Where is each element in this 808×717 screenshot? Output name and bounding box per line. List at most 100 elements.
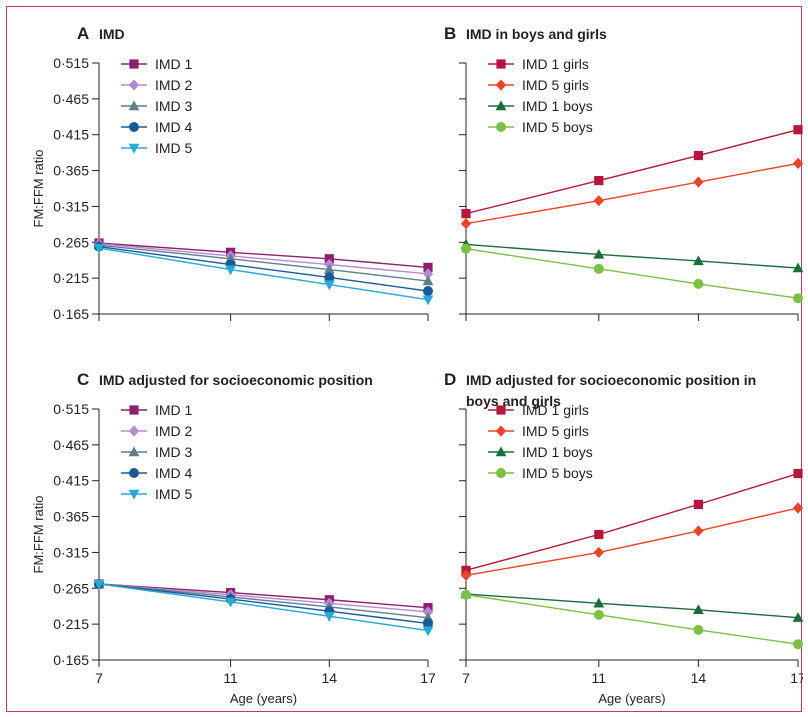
panel-b-imd-1-girls-point [461,209,471,219]
panel-d-x-tick-label: 11 [592,670,607,686]
panel-b-imd-1-girls-line [465,129,799,215]
panel-b-imd-5-girls-line [465,162,799,225]
panel-a-imd-1-line [98,242,429,269]
panel-c-y-tick-label: 0·165 [53,652,89,668]
panel-d-imd-1-girls-point [693,499,703,509]
panel-d-x-tick-label: 14 [691,670,707,686]
panel-a-y-tick-label: 0·415 [53,127,89,143]
panel-b-title: IMD in boys and girls [466,26,607,42]
panel-a-y-tick-label: 0·365 [53,163,89,179]
panel-a-imd-5-point [323,280,335,291]
panel-a-legend-imd-4-swatch-marker [129,122,139,132]
panel-b-imd-5-boys-point [461,243,471,254]
panel-d-x-tick-label: 17 [790,670,803,686]
panel-c-y-tick-label: 0·365 [53,509,89,525]
panel-d-imd-5-girls-point [593,546,604,559]
panel-b-imd-5-girls-point [792,157,803,169]
panel-c-imd-4-point [423,618,433,629]
panel-c-x-tick-label: 7 [95,670,103,686]
panel-c-imd-5-line [98,583,429,632]
panel-a-y-axis-title: FM:FFM ratio [31,150,46,228]
panel-b-imd-5-girls-point [460,218,472,230]
panel-d-imd-5-boys-point [793,639,803,650]
panel-a-y-tick-label: 0·315 [53,198,89,214]
panel-a-y-tick-label: 0·265 [53,234,89,250]
panel-c-x-tick-label: 11 [223,670,238,686]
panel-d-imd-1-girls-line [465,472,799,572]
panel-d-legend-imd-1-boys-label: IMD 1 boys [522,444,593,460]
panel-c-y-axis-title: FM:FFM ratio [31,496,46,574]
panel-d-title-line2: boys and girls [466,393,561,409]
panel-d-imd-5-girls-point [460,569,472,581]
panel-c-y-tick-label: 0·415 [53,473,89,489]
panel-b-letter: B [444,24,456,43]
panel-b-legend-imd-1-boys-swatch-marker [495,100,507,111]
panel-b-imd-1-boys-point [792,262,803,273]
panel-a-imd-3-point [422,275,434,286]
panel-c-imd-5-point [225,597,236,608]
panel-a-letter: A [77,24,89,43]
panel-d-legend-imd-5-girls-swatch-marker [495,425,507,437]
panel-a-imd-5-point [422,295,434,306]
panel-d-imd-1-boys-point [593,597,605,608]
panel-a-legend-imd-1-swatch-marker [129,59,139,69]
panel-d-legend-imd-5-boys-swatch-marker [496,468,506,478]
panel-a-imd-4-line [98,245,429,292]
panel-d-x-tick-label: 7 [462,670,470,686]
panel-c-x-tick-label: 17 [420,670,436,686]
panel-b-imd-5-boys-line [465,248,799,299]
panel-c-legend-imd-1-swatch-marker [129,405,139,415]
panel-a-imd-5-line [98,247,429,301]
panel-a-y-tick-label: 0·215 [53,270,89,286]
panel-b-legend-imd-5-boys-label: IMD 5 boys [522,119,593,135]
panel-b-legend-imd-1-boys-label: IMD 1 boys [522,98,593,114]
panel-a-imd-3-line [98,244,429,282]
panel-a-legend-imd-2-label: IMD 2 [155,77,193,93]
panel-c-imd-2-point [422,606,434,618]
panel-b-imd-5-boys-point [793,293,803,304]
panel-c-legend-imd-5-swatch-marker [128,489,140,500]
panel-a-imd-4-point [423,286,433,297]
panel-c-imd-1-line [98,583,429,609]
panel-a-legend-imd-3-swatch-marker [128,100,140,111]
panel-b-imd-5-boys-point [593,263,604,274]
panel-a-imd-5-point [225,265,236,276]
panel-c-imd-3-line [98,583,429,619]
panel-c-y-tick-label: 0·315 [53,544,89,560]
panel-a-imd-3-point [323,263,335,274]
panel-c-legend-imd-5-label: IMD 5 [155,486,193,502]
panel-c-imd-5-point [422,626,434,637]
panel-b-legend-imd-5-girls-label: IMD 5 girls [522,77,589,93]
panel-c-legend-imd-3-swatch-marker [128,446,140,457]
panel-d-imd-1-boys-point [693,604,704,614]
panel-b-imd-1-girls-point [693,150,703,161]
panel-b-imd-5-boys-point [693,278,704,289]
panel-c-imd-5-point [93,579,105,590]
panel-d-imd-5-boys-point [593,609,604,620]
panel-d-legend-imd-1-boys-swatch-marker [495,446,507,457]
panel-d-imd-5-boys-point [461,589,471,600]
panel-c-x-axis-title: Age (years) [230,691,297,706]
panel-a-y-tick-label: 0·465 [53,91,89,107]
panel-b-imd-1-girls-point [594,176,604,186]
panel-a-y-tick-label: 0·515 [53,55,89,71]
panel-a-legend-imd-2-swatch-marker [128,79,140,91]
figure-svg: A IMD 0·515 0·465 0·415 0·365 0·315 0·265 0·215 0… [31,24,803,706]
panel-b-legend-imd-1-girls-label: IMD 1 girls [522,56,589,72]
panel-c-letter: C [77,370,89,389]
figure-frame: A IMD 0·515 0·465 0·415 0·365 0·315 0·265 0·215 0… [6,6,803,712]
panel-b-legend-imd-5-girls-swatch-marker [495,79,507,91]
panel-c-imd-2-line [98,583,429,613]
panel-c-y-tick-label: 0·265 [53,580,89,596]
panel-c-x-tick-label: 14 [322,670,338,686]
panel-c-y-tick-label: 0·465 [53,437,89,453]
panel-a-imd-2-point [422,268,434,280]
panel-c-legend-imd-3-label: IMD 3 [155,444,193,460]
panel-a-imd-5-point [93,243,105,254]
panel-b-imd-1-boys-point [593,248,605,259]
panel-c-y-tick-label: 0·215 [53,616,89,632]
panel-d-x-axis-title: Age (years) [598,691,665,706]
panel-a-legend-imd-4-label: IMD 4 [155,119,193,135]
panel-d-letter: D [444,370,456,389]
panel-b-imd-1-boys-point [693,255,704,266]
